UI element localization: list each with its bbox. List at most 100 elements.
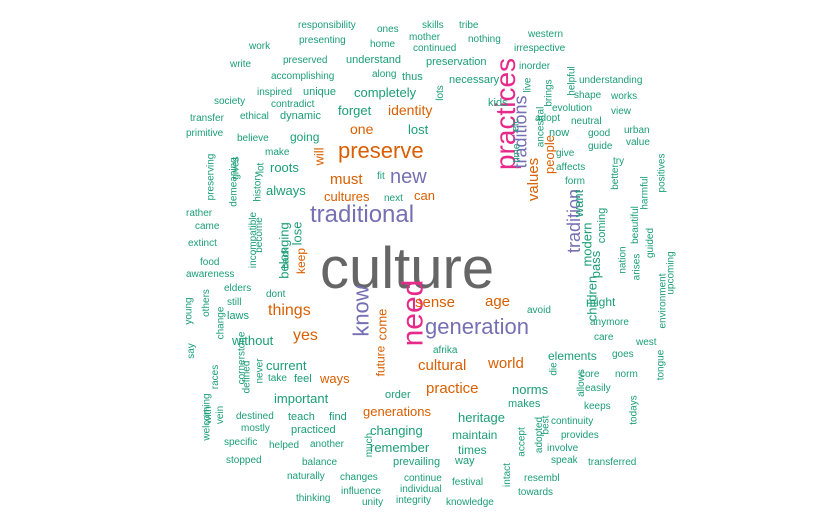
word-elements: elements — [548, 349, 597, 363]
word-another: another — [310, 439, 344, 450]
word-afrika: afrika — [433, 345, 458, 356]
word-one: one — [350, 121, 374, 137]
word-towards: towards — [518, 487, 554, 498]
word-guide: guide — [588, 141, 613, 152]
word-continuity: continuity — [551, 416, 594, 427]
word-came: came — [195, 221, 220, 232]
word-back: back — [280, 247, 292, 269]
word-completely: completely — [354, 85, 417, 100]
word-brings: brings — [543, 79, 555, 107]
word-inspired: inspired — [257, 87, 293, 98]
word-irrespective: irrespective — [514, 43, 566, 54]
word-gives: gives — [230, 156, 242, 180]
word-dont: dont — [266, 289, 286, 300]
word-make: make — [265, 147, 290, 158]
word-lots: lots — [434, 85, 446, 101]
word-thus: thus — [402, 71, 423, 83]
word-mother: mother — [409, 32, 441, 43]
word-can: can — [414, 188, 435, 203]
word-come: come — [374, 308, 390, 341]
word-unity: unity — [362, 497, 384, 508]
word-changing: changing — [370, 423, 423, 438]
word-accomplishing: accomplishing — [271, 71, 335, 82]
word-time: time — [511, 143, 523, 163]
word-value: value — [626, 137, 650, 148]
word-tribe: tribe — [459, 20, 479, 31]
word-along: along — [372, 69, 397, 80]
word-ways: ways — [320, 371, 350, 386]
word-always: always — [266, 183, 306, 198]
word-continue: continue — [404, 473, 442, 484]
word-accept: accept — [516, 427, 528, 457]
word-transfer: transfer — [190, 113, 224, 124]
word-generations: generations — [363, 404, 431, 419]
word-sense: sense — [415, 294, 456, 311]
word-mostly: mostly — [241, 423, 270, 434]
word-preserve: preserve — [338, 138, 424, 163]
word-never: never — [254, 358, 266, 384]
word-involve: involve — [547, 443, 579, 454]
word-western: western — [528, 29, 564, 40]
word-norm: norm — [615, 369, 638, 380]
word-become: become — [253, 217, 265, 253]
word-neutral: neutral — [571, 116, 602, 127]
word-core: core — [580, 369, 600, 380]
word-intact: intact — [501, 463, 513, 487]
word-goes: goes — [612, 349, 634, 360]
word-lose: lose — [289, 221, 305, 246]
word-cultural: cultural — [418, 357, 467, 374]
word-skills: skills — [422, 20, 444, 31]
word-ethical: ethical — [240, 111, 269, 122]
word-necessary: necessary — [449, 74, 500, 86]
word-future: future — [373, 345, 388, 377]
word-write: write — [230, 59, 252, 70]
word-works: works — [611, 91, 638, 102]
word-contradict: contradict — [271, 99, 315, 110]
word-tongue: tongue — [655, 349, 667, 381]
word-inorder: inorder — [519, 61, 551, 72]
word-form: form — [565, 176, 585, 187]
word-urban: urban — [624, 125, 650, 136]
word-lot: lot — [255, 162, 267, 174]
word-say: say — [185, 343, 197, 359]
word-care: care — [594, 332, 614, 343]
word-thinking: thinking — [296, 493, 331, 504]
word-rather: rather — [186, 208, 213, 219]
word-culture: culture — [320, 236, 495, 301]
word-change: change — [215, 306, 227, 340]
word-coming: coming — [596, 207, 609, 244]
word-practiced: practiced — [291, 424, 336, 436]
word-find: find — [329, 411, 347, 423]
word-things: things — [268, 302, 311, 319]
word-changes: changes — [340, 472, 378, 483]
word-resembl: resembl — [524, 473, 560, 484]
word-identity: identity — [388, 102, 433, 118]
word-might: might — [586, 295, 616, 309]
word-destined: destined — [236, 411, 274, 422]
word-keep: keep — [294, 247, 309, 275]
word-others: others — [200, 289, 212, 317]
word-cornerstone: cornerstone — [236, 331, 248, 385]
word-going: going — [290, 130, 320, 144]
word-positives: positives — [656, 153, 668, 193]
word-speak: speak — [551, 455, 578, 466]
word-lost: lost — [408, 122, 429, 137]
word-believe: believe — [237, 133, 269, 144]
word-times: times — [458, 443, 487, 457]
word-influence: influence — [341, 486, 382, 497]
word-specific: specific — [224, 437, 258, 448]
word-elders: elders — [224, 283, 252, 294]
word-arises: arises — [631, 253, 643, 281]
word-better: better — [609, 164, 621, 190]
word-remember: remember — [370, 440, 430, 455]
word-pass: pass — [588, 250, 604, 279]
word-vein: vein — [215, 405, 227, 425]
word-will: will — [311, 147, 327, 166]
word-provides: provides — [561, 430, 599, 441]
word-young: young — [183, 297, 195, 325]
word-with: with — [202, 406, 214, 424]
word-primitive: primitive — [186, 128, 224, 139]
word-current: current — [266, 358, 307, 373]
word-nothing: nothing — [468, 34, 501, 45]
word-awareness: awareness — [186, 269, 235, 280]
